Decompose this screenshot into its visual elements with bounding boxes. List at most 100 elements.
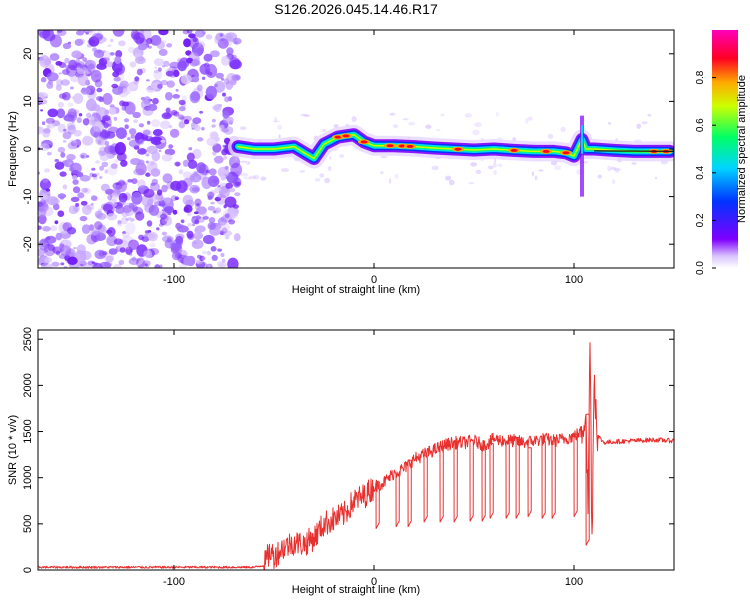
noise-blob: [159, 49, 168, 56]
noise-blob: [214, 104, 222, 112]
noise-blob: [207, 192, 214, 199]
y-tick-label: 0: [22, 146, 34, 152]
noise-blob: [166, 71, 174, 77]
noise-blob: [103, 204, 113, 212]
colorbar-label: Normalized spectral amplitude: [736, 75, 748, 223]
speckle-blob: [425, 125, 431, 129]
speckle-blob: [642, 121, 648, 124]
noise-blob: [47, 244, 50, 246]
noise-blob: [114, 77, 121, 82]
noise-blob: [219, 191, 224, 195]
noise-blob: [80, 216, 88, 221]
hot-spot-core: [455, 148, 462, 151]
speckle-blob: [393, 124, 398, 128]
noise-blob: [135, 211, 144, 220]
noise-blob: [96, 173, 99, 176]
noise-blob: [63, 129, 67, 132]
speckle-blob: [274, 117, 277, 123]
noise-blob: [218, 196, 222, 199]
noise-blob: [133, 33, 145, 44]
x-tick-label: 100: [565, 576, 583, 588]
speckle-blob: [538, 169, 543, 171]
speckle-blob: [436, 129, 440, 131]
noise-blob: [168, 144, 173, 148]
noise-blob: [191, 75, 195, 77]
hot-spot-core: [563, 151, 570, 154]
speckle-blob: [315, 178, 321, 182]
noise-blob: [46, 189, 50, 192]
noise-blob: [114, 238, 123, 244]
noise-blob: [192, 239, 204, 249]
noise-blob: [78, 39, 85, 45]
noise-blob: [58, 147, 66, 153]
noise-blob: [162, 65, 165, 67]
noise-blob: [135, 57, 146, 64]
speckle-blob: [470, 162, 477, 166]
noise-blob: [234, 192, 240, 196]
speckle-blob: [380, 156, 387, 158]
speckle-blob: [608, 122, 612, 125]
noise-blob: [232, 55, 237, 59]
hot-spot-core: [511, 149, 518, 152]
speckle-blob: [304, 114, 310, 117]
noise-blob: [192, 187, 200, 192]
noise-blob: [124, 118, 129, 122]
speckle-blob: [532, 171, 534, 176]
speckle-blob: [247, 161, 250, 164]
y-tick-label: 20: [22, 48, 34, 60]
noise-blob: [59, 194, 65, 198]
noise-blob: [167, 80, 175, 87]
speckle-blob: [493, 170, 497, 175]
noise-blob: [122, 232, 130, 238]
noise-blob: [77, 117, 82, 123]
speckle-blob: [525, 118, 528, 124]
noise-blob: [160, 120, 171, 129]
noise-blob: [190, 173, 202, 182]
noise-blob: [101, 117, 112, 127]
noise-blob: [161, 197, 165, 200]
noise-blob: [115, 183, 119, 186]
noise-blob: [162, 112, 172, 119]
noise-blob: [102, 129, 106, 132]
noise-blob: [214, 36, 221, 44]
speckle-blob: [240, 126, 246, 130]
noise-blob: [56, 84, 62, 91]
noise-blob: [150, 183, 155, 186]
noise-blob: [164, 197, 171, 204]
noise-blob: [77, 172, 83, 177]
noise-blob: [111, 84, 118, 88]
speckle-blob: [440, 114, 444, 117]
noise-blob: [217, 249, 222, 252]
speckle-blob: [395, 174, 399, 179]
noise-blob: [42, 226, 51, 232]
noise-blob: [115, 142, 126, 155]
hot-spot-core: [343, 134, 350, 137]
noise-blob: [77, 68, 84, 74]
speckle-blob: [389, 178, 391, 184]
noise-blob: [120, 247, 126, 253]
noise-blob: [73, 93, 83, 104]
noise-blob: [48, 123, 55, 129]
speckle-blob: [249, 176, 256, 180]
noise-blob: [146, 172, 151, 177]
noise-blob: [228, 219, 235, 224]
noise-blob: [219, 167, 224, 172]
noise-blob: [146, 79, 150, 81]
noise-blob: [92, 261, 95, 263]
noise-blob: [115, 68, 123, 74]
noise-blob: [203, 235, 215, 244]
noise-blob: [196, 203, 199, 206]
noise-blob: [55, 220, 59, 224]
speckle-blob: [488, 166, 493, 170]
noise-blob: [123, 89, 132, 94]
noise-blob: [221, 56, 230, 66]
noise-blob: [105, 169, 109, 173]
noise-blob: [111, 163, 118, 169]
noise-blob: [107, 44, 111, 47]
noise-blob: [222, 111, 229, 119]
noise-blob: [67, 257, 78, 265]
noise-blob: [218, 222, 230, 232]
x-tick-label: 100: [565, 274, 583, 286]
